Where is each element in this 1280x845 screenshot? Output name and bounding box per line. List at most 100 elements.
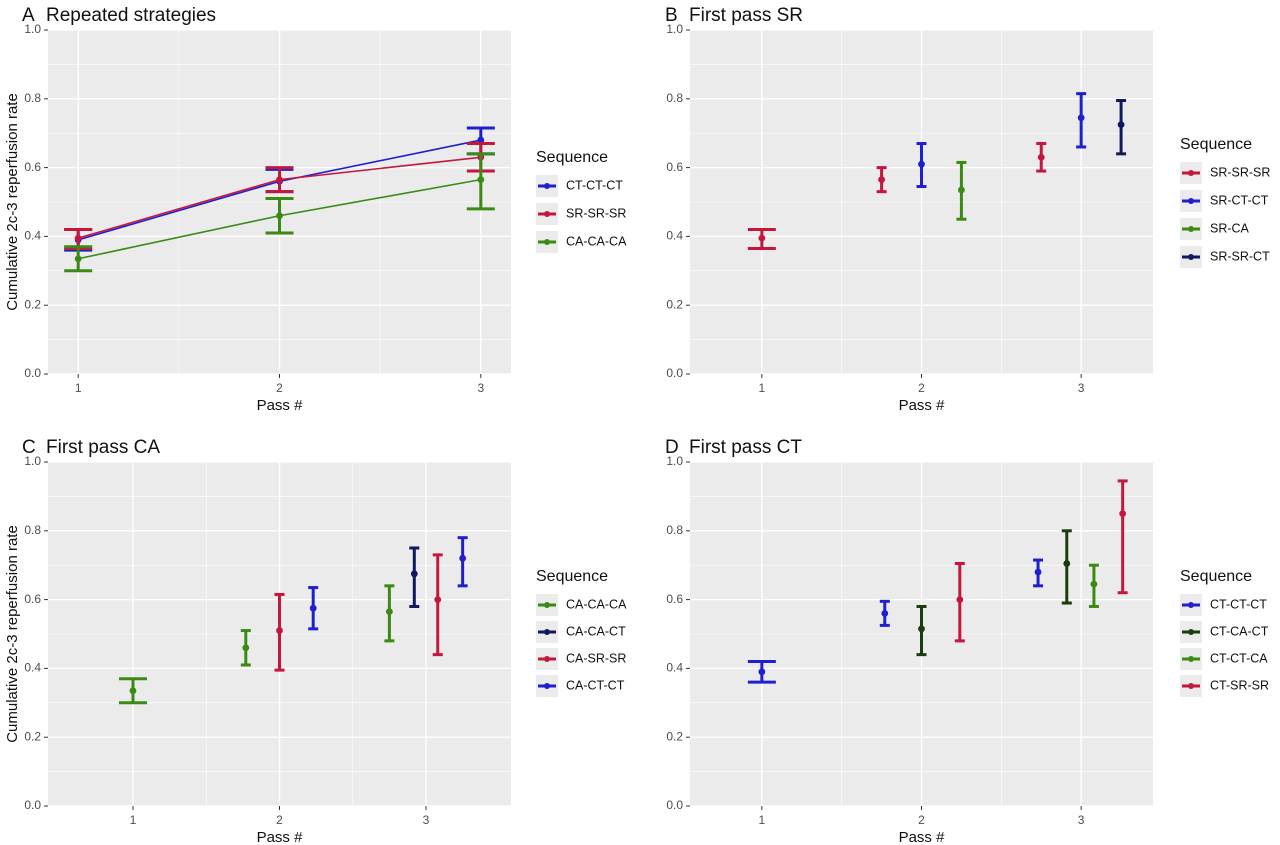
legend-label: CT-CT-CT <box>1210 597 1267 611</box>
panel-title: First pass CA <box>46 437 160 458</box>
y-axis-label: Cumulative 2c-3 reperfusion rate <box>4 525 21 743</box>
y-tick-label: 0.8 <box>666 523 683 537</box>
y-tick-label: 1.0 <box>24 22 41 36</box>
y-tick-label: 0.8 <box>24 91 41 105</box>
y-tick-label: 0.0 <box>24 366 41 380</box>
series-ca-ca-ca <box>64 152 495 273</box>
legend-key <box>1180 246 1202 268</box>
legend-title: Sequence <box>1180 568 1252 585</box>
panel-letter: C <box>22 437 36 458</box>
legend-title: Sequence <box>1180 136 1252 153</box>
panel-letter: D <box>665 437 679 458</box>
series-sr-sr-ct <box>1116 99 1127 156</box>
data-point <box>758 234 766 242</box>
y-tick-label: 0.4 <box>24 229 41 243</box>
x-axis-label: Pass # <box>257 397 304 414</box>
data-point <box>276 176 283 184</box>
x-axis-label: Pass # <box>899 829 946 845</box>
legend-label: SR-SR-SR <box>566 206 626 220</box>
legend: Sequence CT-CT-CT SR-SR-SR CA-CA-CA <box>536 149 627 253</box>
data-point <box>878 176 885 184</box>
series-ct-ct-ct <box>747 558 1044 684</box>
legend-key <box>536 203 558 225</box>
series-ct-ca-ct <box>916 529 1072 657</box>
y-tick-label: 0.4 <box>24 661 41 675</box>
series-sr-sr-sr <box>747 142 1047 250</box>
y-tick-label: 1.0 <box>24 454 41 468</box>
data-point <box>918 160 925 168</box>
data-point <box>385 608 393 616</box>
data-point <box>958 186 965 194</box>
legend-key-point <box>1188 170 1194 176</box>
series-ca-ca-ca <box>118 584 395 705</box>
legend-label: CT-CT-CA <box>1210 651 1268 665</box>
panel-title: Repeated strategies <box>46 5 216 26</box>
data-point <box>74 234 82 242</box>
panel-letter: B <box>665 5 678 26</box>
legend-key-point <box>1188 629 1194 635</box>
legend-key <box>536 231 558 253</box>
data-point <box>1034 568 1042 576</box>
data-point <box>410 570 418 578</box>
y-tick-label: 0.0 <box>666 366 683 380</box>
y-tick-label: 0.2 <box>24 297 41 311</box>
legend-key-point <box>544 211 550 217</box>
data-point <box>309 604 317 612</box>
y-tick-label: 0.0 <box>666 798 683 812</box>
x-tick-label: 2 <box>918 813 925 827</box>
legend-key-point <box>544 683 550 689</box>
legend-key-point <box>1188 198 1194 204</box>
series-ca-sr-sr <box>274 553 443 672</box>
legend-label: SR-SR-CT <box>1210 249 1270 263</box>
data-point <box>758 668 766 676</box>
x-tick-label: 2 <box>918 381 925 395</box>
series-ct-sr-sr <box>954 479 1128 643</box>
x-tick-label: 1 <box>75 381 82 395</box>
legend-key <box>1180 621 1202 643</box>
legend-label: CT-SR-SR <box>1210 678 1269 692</box>
panel-title: First pass CT <box>689 437 802 458</box>
data-point <box>1077 114 1085 122</box>
legend-key <box>1180 190 1202 212</box>
legend-label: CT-CA-CT <box>1210 624 1269 638</box>
legend-key <box>1180 648 1202 670</box>
legend-key <box>536 594 558 616</box>
y-tick-label: 0.0 <box>24 798 41 812</box>
legend-key <box>536 621 558 643</box>
x-tick-label: 3 <box>477 381 484 395</box>
legend-title: Sequence <box>536 568 608 585</box>
x-tick-label: 2 <box>276 813 283 827</box>
y-tick-label: 0.6 <box>666 160 683 174</box>
data-point <box>242 644 250 652</box>
y-tick-label: 0.2 <box>666 297 683 311</box>
legend-label: CA-CA-CA <box>566 597 627 611</box>
data-point <box>477 136 485 144</box>
y-tick-label: 1.0 <box>666 454 683 468</box>
y-tick-label: 0.2 <box>666 729 683 743</box>
panel-a: A Repeated strategies 0.0 0.2 0.4 0.6 0.8 1.0 1 2… <box>4 5 627 414</box>
legend-key-point <box>544 239 550 245</box>
panel-b: B First pass SR 0.0 0.2 0.4 0.6 0.8 1.0 1 2 3 Pass … <box>665 5 1270 414</box>
data-point <box>276 627 283 634</box>
legend-label: SR-CA <box>1210 221 1250 235</box>
panel-letter: A <box>22 5 35 26</box>
y-axis-label: Cumulative 2c-3 reperfusion rate <box>4 93 21 311</box>
legend-key-point <box>1188 254 1194 260</box>
data-point <box>1090 580 1098 588</box>
series-ct-ct-ca <box>1088 563 1099 608</box>
data-point <box>459 554 467 562</box>
data-point <box>1063 560 1071 567</box>
legend-label: SR-SR-SR <box>1210 165 1270 179</box>
legend-label: CA-CT-CT <box>566 678 625 692</box>
data-point <box>1119 510 1127 517</box>
legend-key-point <box>1188 683 1194 689</box>
y-tick-label: 0.6 <box>24 592 41 606</box>
legend-key-point <box>544 629 550 635</box>
legend-key-point <box>544 656 550 662</box>
data-point <box>956 596 964 603</box>
legend-key-point <box>1188 226 1194 232</box>
data-point <box>1037 153 1045 161</box>
y-tick-label: 0.6 <box>24 160 41 174</box>
data-point <box>276 212 283 220</box>
